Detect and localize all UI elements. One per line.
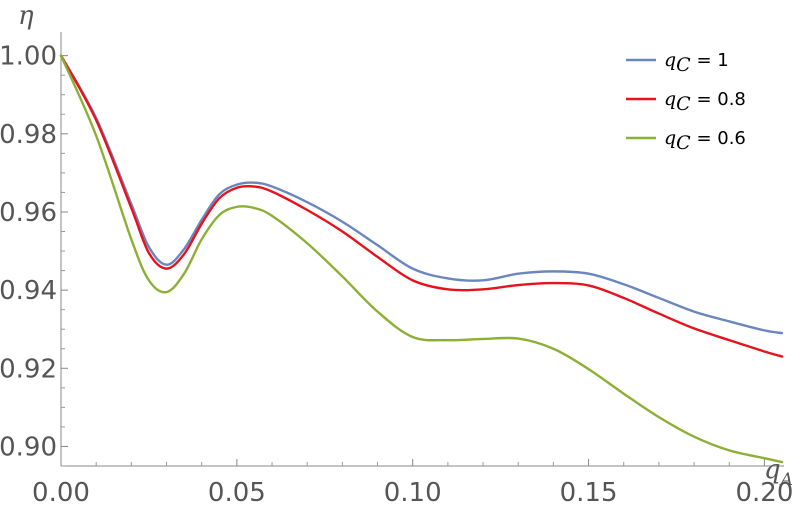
legend-sub: C	[676, 132, 691, 154]
legend-var: q	[664, 49, 676, 71]
y-tick-label: 0.94	[0, 276, 57, 306]
legend-entry: qC = 0.8	[664, 88, 746, 115]
x-axis-label: qA	[764, 455, 793, 490]
legend-value: = 0.6	[691, 128, 746, 149]
x-tick-label: 0.10	[384, 478, 442, 506]
series-line-2	[59, 54, 784, 358]
tick-labels: 0.90 0.92 0.94 0.96 0.98 1.00 0.00 0.05 0.10 0.15…	[0, 42, 793, 506]
y-tick-label: 0.90	[0, 432, 57, 462]
series-layer	[59, 54, 784, 464]
legend-sub: C	[676, 93, 691, 115]
y-tick-label: 0.92	[0, 354, 57, 384]
axes: 0.90 0.92 0.94 0.96 0.98 1.00 0.00 0.05 0.10 0.15…	[0, 32, 793, 506]
legend: qC = 1qC = 0.8qC = 0.6	[626, 49, 746, 154]
x-axis-label-var: q	[764, 455, 781, 485]
legend-entry: qC = 0.6	[664, 127, 746, 154]
legend-var: q	[664, 88, 676, 110]
y-tick-label: 1.00	[0, 42, 57, 72]
y-axis-label: η	[18, 1, 34, 31]
series-line-3	[59, 54, 784, 464]
x-tick-label: 0.15	[560, 478, 618, 506]
x-tick-label: 0.20	[735, 478, 793, 506]
legend-value: = 0.8	[691, 89, 746, 110]
y-tick-label: 0.98	[0, 120, 57, 150]
series-line-1	[59, 54, 784, 335]
y-tick-label: 0.96	[0, 198, 57, 228]
legend-sub: C	[676, 54, 691, 76]
legend-var: q	[664, 127, 676, 149]
x-axis-label-sub: A	[779, 470, 793, 490]
x-tick-label: 0.05	[208, 478, 266, 506]
axis-ticks	[60, 55, 765, 467]
legend-value: = 1	[691, 50, 729, 71]
x-tick-label: 0.00	[32, 478, 90, 506]
legend-entry: qC = 1	[664, 49, 729, 76]
svg-text:qA: qA	[764, 455, 793, 490]
